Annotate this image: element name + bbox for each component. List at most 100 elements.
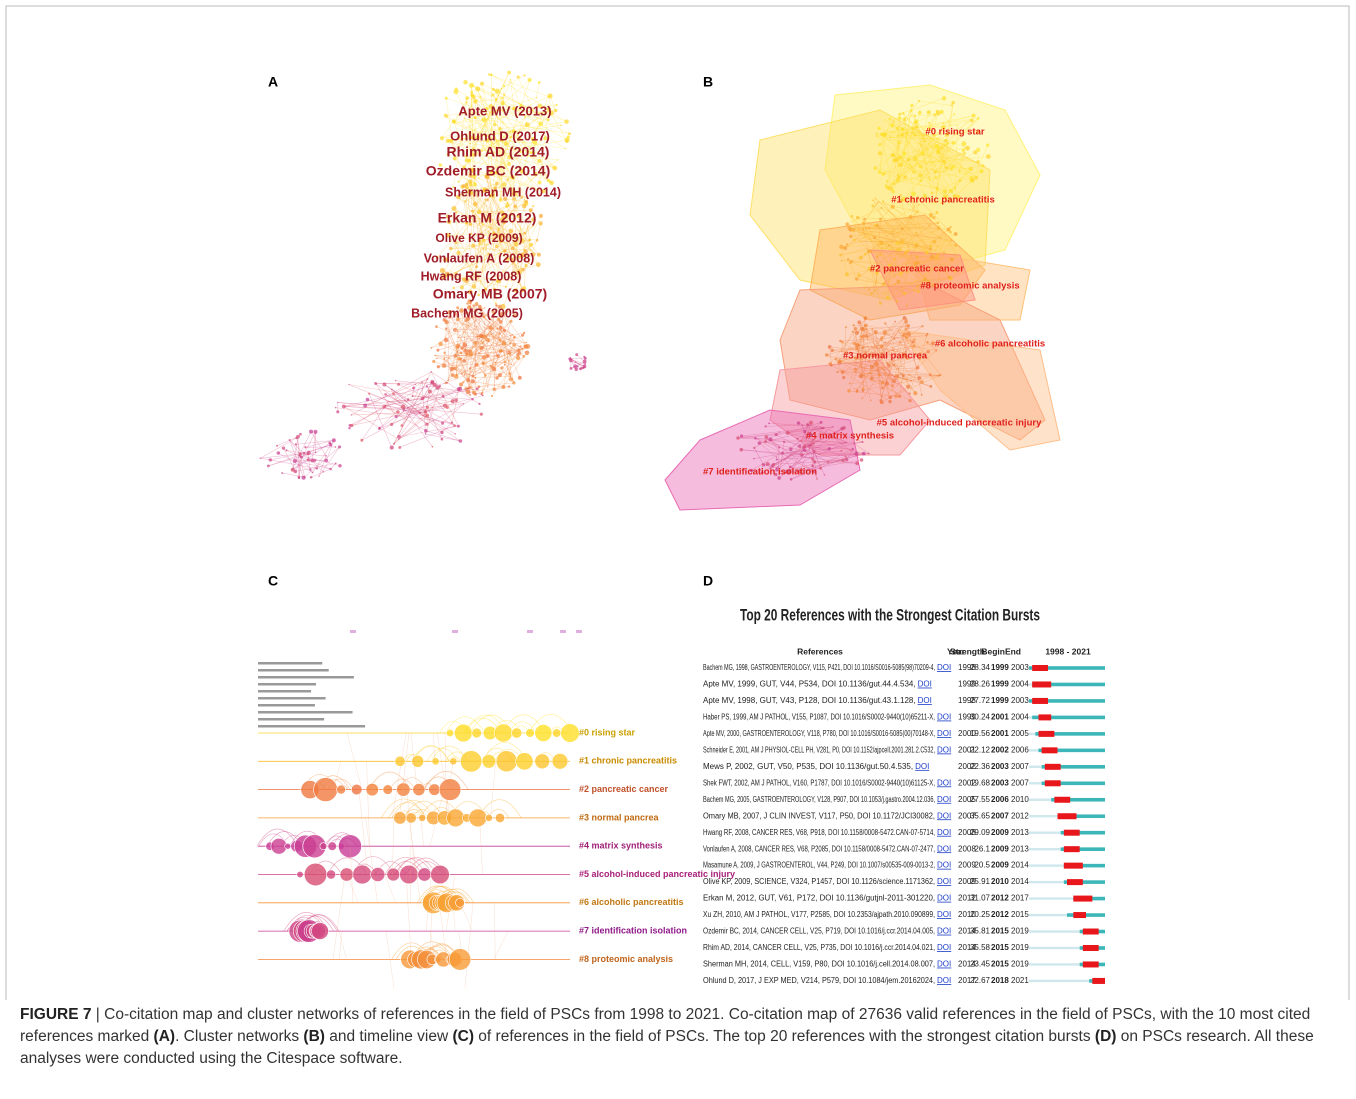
network-node: [512, 196, 517, 201]
cluster-label: #5 alcohol-induced pancreatic injury: [877, 418, 1042, 429]
network-edge: [939, 142, 949, 149]
caption-bold: (D): [1094, 1028, 1117, 1045]
network-edge: [876, 135, 900, 144]
network-node: [459, 308, 464, 313]
network-node: [450, 373, 455, 377]
network-node: [541, 189, 546, 194]
network-edge: [927, 342, 937, 351]
network-node: [424, 433, 427, 435]
network-node: [800, 453, 804, 457]
network-node: [464, 319, 468, 322]
network-edge: [379, 412, 421, 429]
network-edge: [523, 205, 531, 241]
network-node: [303, 476, 306, 478]
network-node: [911, 131, 915, 135]
network-edge: [927, 229, 949, 283]
network-edge: [914, 122, 936, 172]
network-edge: [295, 440, 334, 445]
begin-cell: 1999: [991, 680, 1009, 689]
network-edge: [853, 325, 864, 376]
year-cell: 2009: [958, 861, 976, 870]
network-edge: [440, 318, 459, 345]
network-node: [855, 461, 860, 466]
network-edge: [478, 190, 496, 296]
cross-link: [333, 761, 342, 790]
pre-publication-bar: [1029, 815, 1058, 818]
network-edge: [487, 174, 504, 219]
network-node: [445, 406, 449, 410]
network-edge: [458, 116, 526, 183]
network-edge: [448, 221, 486, 290]
network-edge: [875, 332, 883, 403]
network-node: [430, 379, 435, 384]
network-edge: [570, 360, 585, 367]
network-edge: [918, 100, 952, 106]
network-node: [819, 466, 823, 470]
cross-link: [366, 761, 370, 847]
network-edge: [801, 450, 842, 456]
network-node: [464, 185, 469, 190]
network-edge: [444, 307, 485, 321]
network-node: [516, 269, 523, 275]
network-edge: [934, 140, 944, 203]
reference-text: Schneider E, 2001, AM J PHYSIOL-CELL PH,…: [703, 745, 935, 754]
network-node: [811, 464, 815, 468]
year-cell: 1998: [958, 696, 976, 705]
end-cell: 2019: [1011, 927, 1029, 936]
network-node: [860, 326, 865, 331]
network-edge: [893, 105, 913, 161]
network-edge: [893, 118, 900, 184]
network-node: [827, 461, 830, 464]
network-edge: [337, 402, 386, 407]
network-edge: [848, 259, 896, 285]
network-edge: [384, 384, 409, 400]
network-edge: [854, 382, 883, 390]
network-node: [894, 320, 897, 323]
network-node: [499, 332, 502, 335]
end-cell: 2019: [1011, 943, 1029, 952]
network-node: [754, 436, 757, 440]
network-node: [513, 335, 516, 339]
network-node: [495, 182, 499, 186]
network-edge: [803, 427, 845, 448]
network-node: [496, 317, 501, 321]
network-node: [481, 361, 485, 365]
network-node: [508, 342, 512, 345]
burst-bar: [1082, 944, 1099, 951]
network-node: [930, 341, 936, 346]
network-node: [532, 225, 535, 227]
network-edge: [881, 242, 916, 264]
strength-cell: 20.5: [974, 861, 990, 870]
network-node: [494, 98, 498, 102]
timeline-node: [438, 778, 462, 801]
network-node: [876, 368, 880, 371]
network-node: [753, 457, 755, 460]
network-node: [512, 189, 515, 192]
network-node: [350, 414, 353, 416]
network-node: [858, 374, 864, 379]
figure-border: [5, 5, 1350, 1000]
timeline-node: [534, 753, 550, 770]
network-edge: [768, 423, 803, 426]
network-node: [478, 241, 482, 246]
network-edge: [835, 336, 868, 360]
network-node: [881, 380, 885, 385]
network-edge: [887, 255, 958, 299]
network-edge: [442, 190, 485, 275]
network-edge: [885, 132, 913, 187]
network-node: [789, 477, 793, 481]
network-node: [482, 315, 486, 319]
network-edge: [887, 163, 917, 188]
network-node: [507, 350, 512, 355]
doi-link: DOI: [937, 861, 951, 870]
network-node: [970, 118, 974, 123]
network-node: [521, 203, 527, 209]
network-node: [491, 93, 495, 97]
network-node: [582, 365, 586, 369]
network-edge: [898, 159, 909, 178]
network-node: [468, 173, 473, 178]
network-edge: [864, 277, 951, 289]
network-node: [511, 129, 516, 133]
cross-link: [452, 902, 456, 932]
network-node: [453, 424, 456, 427]
